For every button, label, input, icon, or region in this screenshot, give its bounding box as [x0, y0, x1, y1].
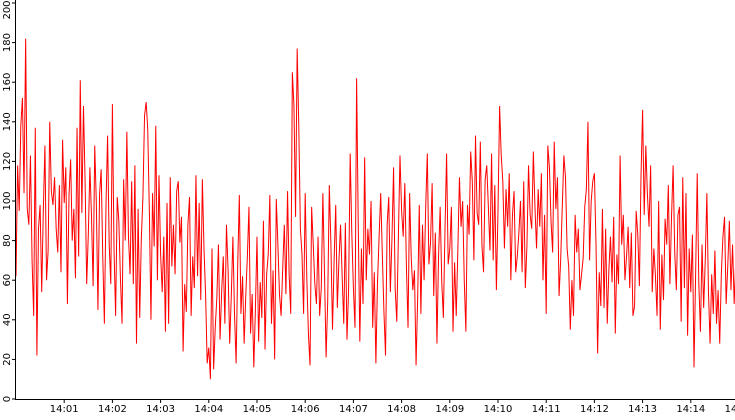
x-tick-label: 14:08	[387, 404, 416, 415]
y-tick-label: 140	[2, 112, 13, 131]
series-layer	[15, 38, 735, 380]
x-tick-label: 14:11	[532, 404, 561, 415]
x-tick-label: 14:04	[194, 404, 223, 415]
y-tick-label: 200	[2, 0, 13, 19]
y-tick-label: 60	[2, 274, 13, 287]
y-tick-label: 80	[2, 234, 13, 247]
x-tick-label: 14:01	[50, 404, 79, 415]
x-tick-label: 14:05	[243, 404, 272, 415]
y-tick-label: 0	[2, 396, 13, 402]
y-tick-label: 100	[2, 191, 13, 210]
x-axis-ticks: 14:01 14:02 14:03 14:04 14:05 14:06 14:07 14:08…	[50, 399, 735, 415]
x-tick-label: 14:02	[98, 404, 127, 415]
y-tick-label: 160	[2, 73, 13, 92]
series-line	[15, 38, 735, 380]
x-tick-label: 14:03	[146, 404, 175, 415]
x-tick-label: 14:13	[628, 404, 657, 415]
x-tick-label: 14:15	[725, 404, 735, 415]
x-tick-label: 14:06	[291, 404, 320, 415]
y-tick-label: 120	[2, 152, 13, 171]
x-tick-label: 14:14	[676, 404, 705, 415]
y-tick-label: 180	[2, 33, 13, 52]
x-tick-label: 14:09	[435, 404, 464, 415]
x-tick-label: 14:12	[580, 404, 609, 415]
y-tick-label: 20	[2, 353, 13, 366]
x-tick-label: 14:10	[484, 404, 513, 415]
x-tick-label: 14:07	[339, 404, 368, 415]
y-axis-ticks: 0 20 40 60 80 100 120 140 160 180 200	[2, 0, 15, 402]
y-tick-label: 40	[2, 313, 13, 326]
